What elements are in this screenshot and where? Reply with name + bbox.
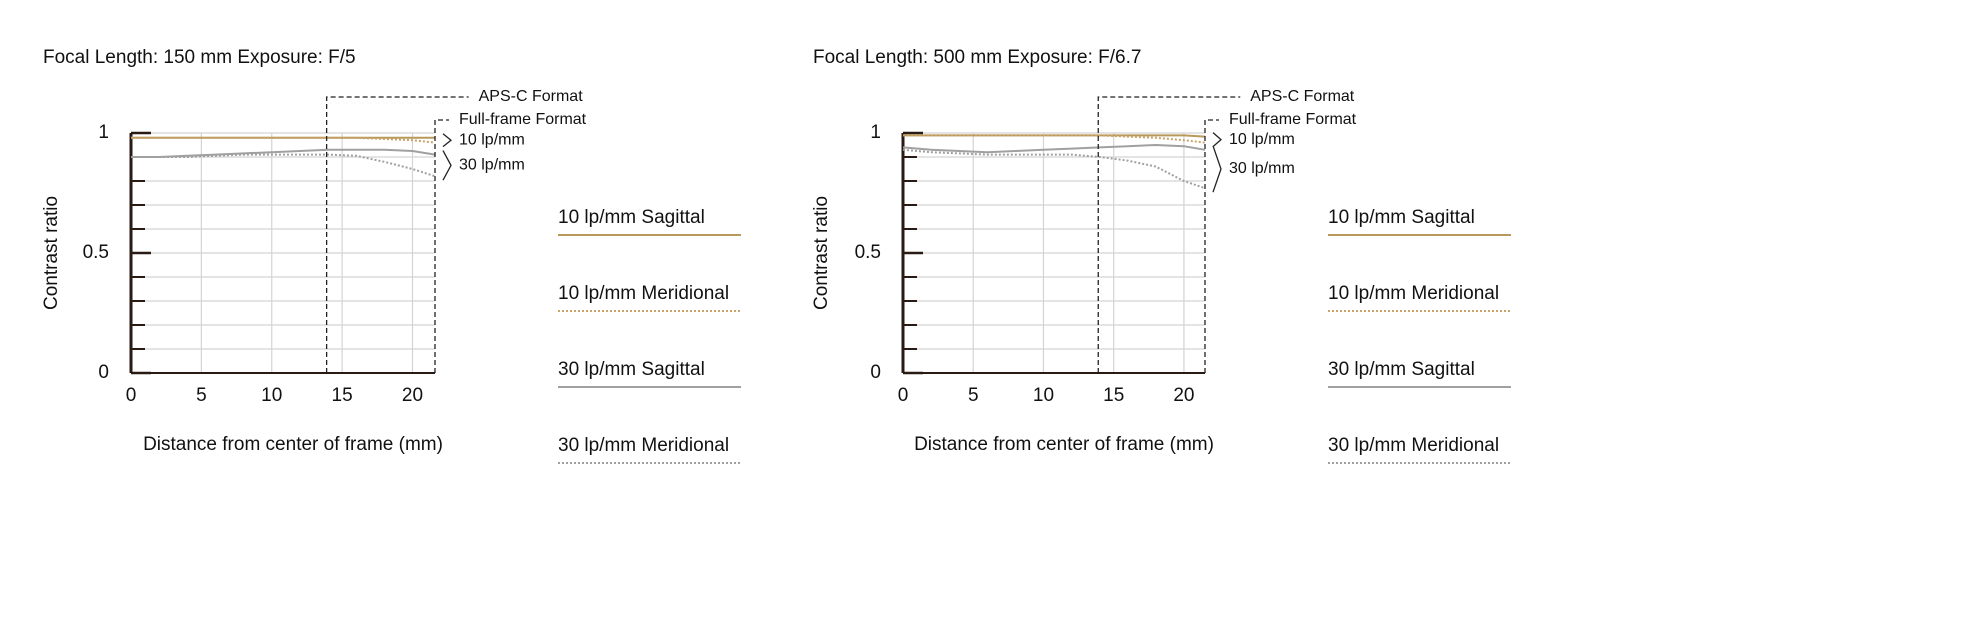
legend-label: 30 lp/mm Sagittal	[1328, 359, 1475, 380]
format-label: APS-C Format	[1250, 88, 1355, 105]
chart-title: Focal Length: 150 mm Exposure: F/5	[43, 47, 356, 68]
bracket-label: 30 lp/mm	[459, 157, 525, 174]
y-tick-label: 0.5	[83, 242, 109, 263]
y-axis-label: Contrast ratio	[811, 196, 832, 310]
series-line	[903, 134, 1206, 144]
legend-label: 10 lp/mm Meridional	[558, 283, 729, 304]
series-line	[902, 143, 1206, 154]
y-tick-label: 0	[870, 362, 881, 383]
format-label: Full-frame Format	[1229, 111, 1357, 128]
legend-label: 10 lp/mm Sagittal	[1328, 207, 1475, 228]
x-axis-label: Distance from center of frame (mm)	[914, 434, 1214, 455]
x-tick-label: 0	[898, 385, 909, 406]
x-tick-label: 10	[1033, 385, 1054, 406]
legend-label: 10 lp/mm Meridional	[1328, 283, 1499, 304]
chart-title: Focal Length: 500 mm Exposure: F/6.7	[813, 47, 1141, 68]
x-tick-label: 20	[402, 385, 423, 406]
legend-label: 30 lp/mm Sagittal	[558, 359, 705, 380]
series-line	[903, 134, 1206, 138]
y-tick-label: 1	[870, 122, 881, 143]
x-tick-label: 5	[196, 385, 207, 406]
y-tick-label: 0.5	[855, 242, 881, 263]
bracket	[442, 133, 453, 148]
x-tick-label: 0	[126, 385, 137, 406]
format-boundary	[325, 96, 469, 373]
bracket-label: 10 lp/mm	[459, 131, 525, 148]
bracket-label: 30 lp/mm	[1229, 160, 1295, 177]
x-tick-label: 20	[1173, 385, 1194, 406]
format-boundary	[1097, 96, 1241, 373]
y-axis-label: Contrast ratio	[41, 196, 62, 310]
y-tick-label: 0	[98, 362, 109, 383]
bracket-label: 10 lp/mm	[1229, 131, 1295, 148]
legend-label: 10 lp/mm Sagittal	[558, 207, 705, 228]
bracket	[1212, 132, 1222, 148]
legend-label: 30 lp/mm Meridional	[558, 435, 729, 456]
x-axis-label: Distance from center of frame (mm)	[143, 434, 443, 455]
format-label: APS-C Format	[479, 88, 584, 105]
format-label: Full-frame Format	[459, 111, 587, 128]
format-boundary	[434, 119, 449, 373]
bracket	[1212, 145, 1222, 193]
x-tick-label: 5	[968, 385, 979, 406]
y-tick-label: 1	[98, 122, 109, 143]
legend-label: 30 lp/mm Meridional	[1328, 435, 1499, 456]
x-tick-label: 10	[261, 385, 282, 406]
bracket	[442, 150, 452, 181]
x-tick-label: 15	[1103, 385, 1124, 406]
series-line	[131, 148, 436, 158]
x-tick-label: 15	[332, 385, 353, 406]
format-boundary	[1204, 119, 1219, 373]
